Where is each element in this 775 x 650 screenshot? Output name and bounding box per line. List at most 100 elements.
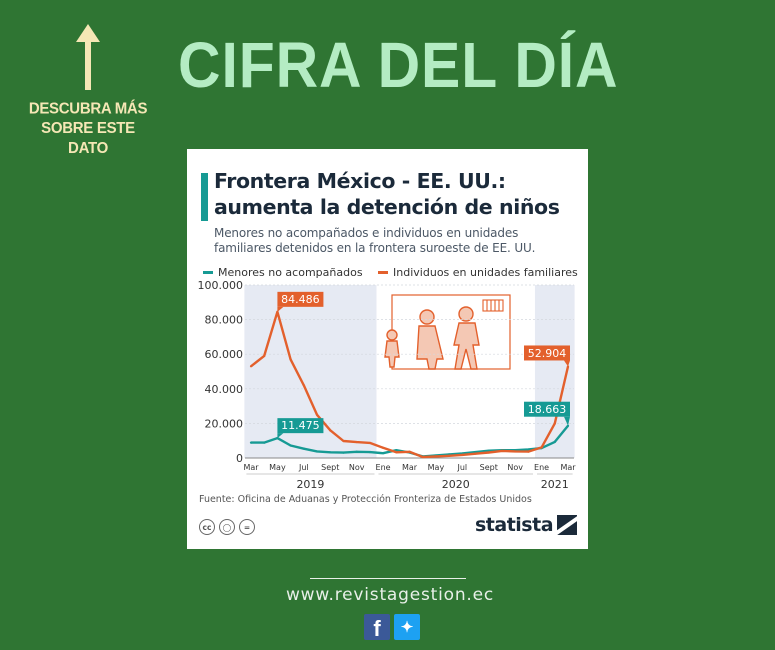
family-figures-icon [384, 306, 480, 370]
legend-swatch-minors [203, 271, 213, 274]
end-label-box [524, 345, 570, 361]
facebook-icon[interactable]: f [364, 614, 390, 641]
end-label: 18.663 [528, 403, 567, 416]
x-tick-label: Mar [402, 463, 418, 472]
fence-icon [482, 299, 504, 312]
data-point [421, 455, 424, 459]
data-point [527, 450, 530, 453]
data-point [289, 444, 292, 447]
y-tick-label: 80.000 [205, 314, 244, 327]
data-point [474, 452, 477, 455]
x-tick-label: Nov [507, 463, 523, 472]
chart-title-line-1: Frontera México - EE. UU.: [214, 169, 506, 193]
x-tick-label: Mar [560, 463, 576, 472]
x-tick-label: Ene [534, 463, 549, 472]
chart-title: Frontera México - EE. UU.: aumenta la de… [214, 168, 584, 220]
infographic-card: Frontera México - EE. UU.: aumenta la de… [187, 149, 588, 549]
y-tick-label: 0 [236, 452, 243, 465]
data-label: 84.486 [281, 293, 320, 306]
data-point [315, 413, 319, 416]
x-tick-label: Ene [376, 463, 391, 472]
cta-line-2[interactable]: SOBRE ESTE DATO [41, 119, 135, 158]
cta-text[interactable]: DESCUBRA MÁS SOBRE ESTE DATO [22, 99, 154, 159]
y-tick-label: 40.000 [205, 383, 244, 396]
data-point [315, 450, 319, 453]
title-accent-bar [201, 173, 208, 221]
data-point [448, 454, 451, 457]
website-link[interactable]: www.revistagestion.ec [285, 585, 495, 605]
attribution-icon: ◯ [219, 519, 235, 535]
data-point [540, 446, 543, 449]
chart-subtitle: Menores no acompañados e individuos en u… [214, 226, 584, 256]
data-point [408, 450, 411, 453]
data-point [368, 441, 371, 445]
family-illustration [384, 294, 511, 370]
legend-swatch-families [378, 271, 389, 274]
chart-subtitle-line-1: Menores no acompañados e individuos en u… [214, 226, 519, 240]
data-point [329, 429, 332, 432]
x-tick-label: Jul [457, 463, 468, 472]
legend-label-minors: Menores no acompañados [218, 266, 363, 279]
data-point [566, 365, 570, 368]
end-label-pointer [564, 416, 570, 426]
illustration-frame [391, 294, 511, 370]
legend-item-families: Individuos en unidades familiares [378, 266, 578, 279]
data-point [329, 451, 332, 454]
data-label-box [277, 418, 324, 434]
chart-subtitle-line-2: familiares detenidos en la frontera suro… [214, 241, 536, 255]
year-shade-1 [534, 285, 575, 458]
data-point [553, 422, 556, 425]
data-point [302, 447, 305, 450]
data-label-box [277, 291, 324, 307]
end-label: 52.904 [528, 347, 567, 360]
y-tick-label: 60.000 [205, 348, 244, 361]
data-point [395, 449, 398, 452]
data-point [381, 446, 385, 449]
data-point [461, 453, 464, 456]
y-tick-label: 100.000 [198, 279, 244, 292]
twitter-icon[interactable]: ✦ [394, 614, 420, 640]
year-label: 2021 [541, 478, 569, 491]
license-icons: cc ◯ = [199, 519, 255, 535]
data-point [381, 452, 385, 455]
cta-line-1[interactable]: DESCUBRA MÁS [28, 99, 148, 118]
data-label: 11.475 [281, 419, 320, 432]
data-point [434, 455, 438, 458]
data-label-pointer [277, 433, 284, 439]
line-chart: 0 20.000 40.000 60.000 80.000 100.000 Mar May J… [198, 279, 577, 491]
data-point [553, 440, 556, 444]
data-point [368, 451, 371, 454]
x-tick-label: Mar [243, 463, 259, 472]
x-tick-label: Sept [480, 463, 498, 472]
data-point [263, 354, 266, 358]
x-tick-label: May [428, 463, 445, 472]
data-point [527, 448, 530, 451]
data-point [249, 365, 253, 368]
data-point [302, 384, 305, 387]
data-label-pointer [277, 306, 284, 312]
no-derivatives-icon: = [239, 519, 255, 535]
data-point [342, 439, 345, 443]
data-point [355, 440, 358, 444]
data-point [249, 441, 253, 444]
y-tick-label: 20.000 [205, 417, 244, 430]
end-label-pointer [564, 360, 570, 367]
data-point [342, 451, 345, 454]
x-tick-label: Jul [298, 463, 309, 472]
data-point [500, 449, 504, 453]
statista-wordmark: statista [475, 514, 554, 536]
social-icons: f ✦ [364, 614, 420, 641]
statista-icon [557, 515, 578, 535]
year-label: 2020 [442, 478, 470, 491]
data-point [514, 450, 517, 453]
cc-icon: cc [199, 519, 215, 535]
statista-logo: statista [475, 514, 578, 536]
chart-legend: Menores no acompañados Individuos en uni… [203, 264, 583, 279]
end-label-box [524, 401, 570, 417]
x-tick-label: Sept [321, 463, 339, 472]
legend-label-families: Individuos en unidades familiares [393, 266, 578, 279]
legend-item-minors: Menores no acompañados [203, 266, 363, 279]
data-point [289, 358, 292, 361]
up-arrow-icon[interactable] [74, 22, 102, 92]
x-tick-label: Nov [349, 463, 365, 472]
